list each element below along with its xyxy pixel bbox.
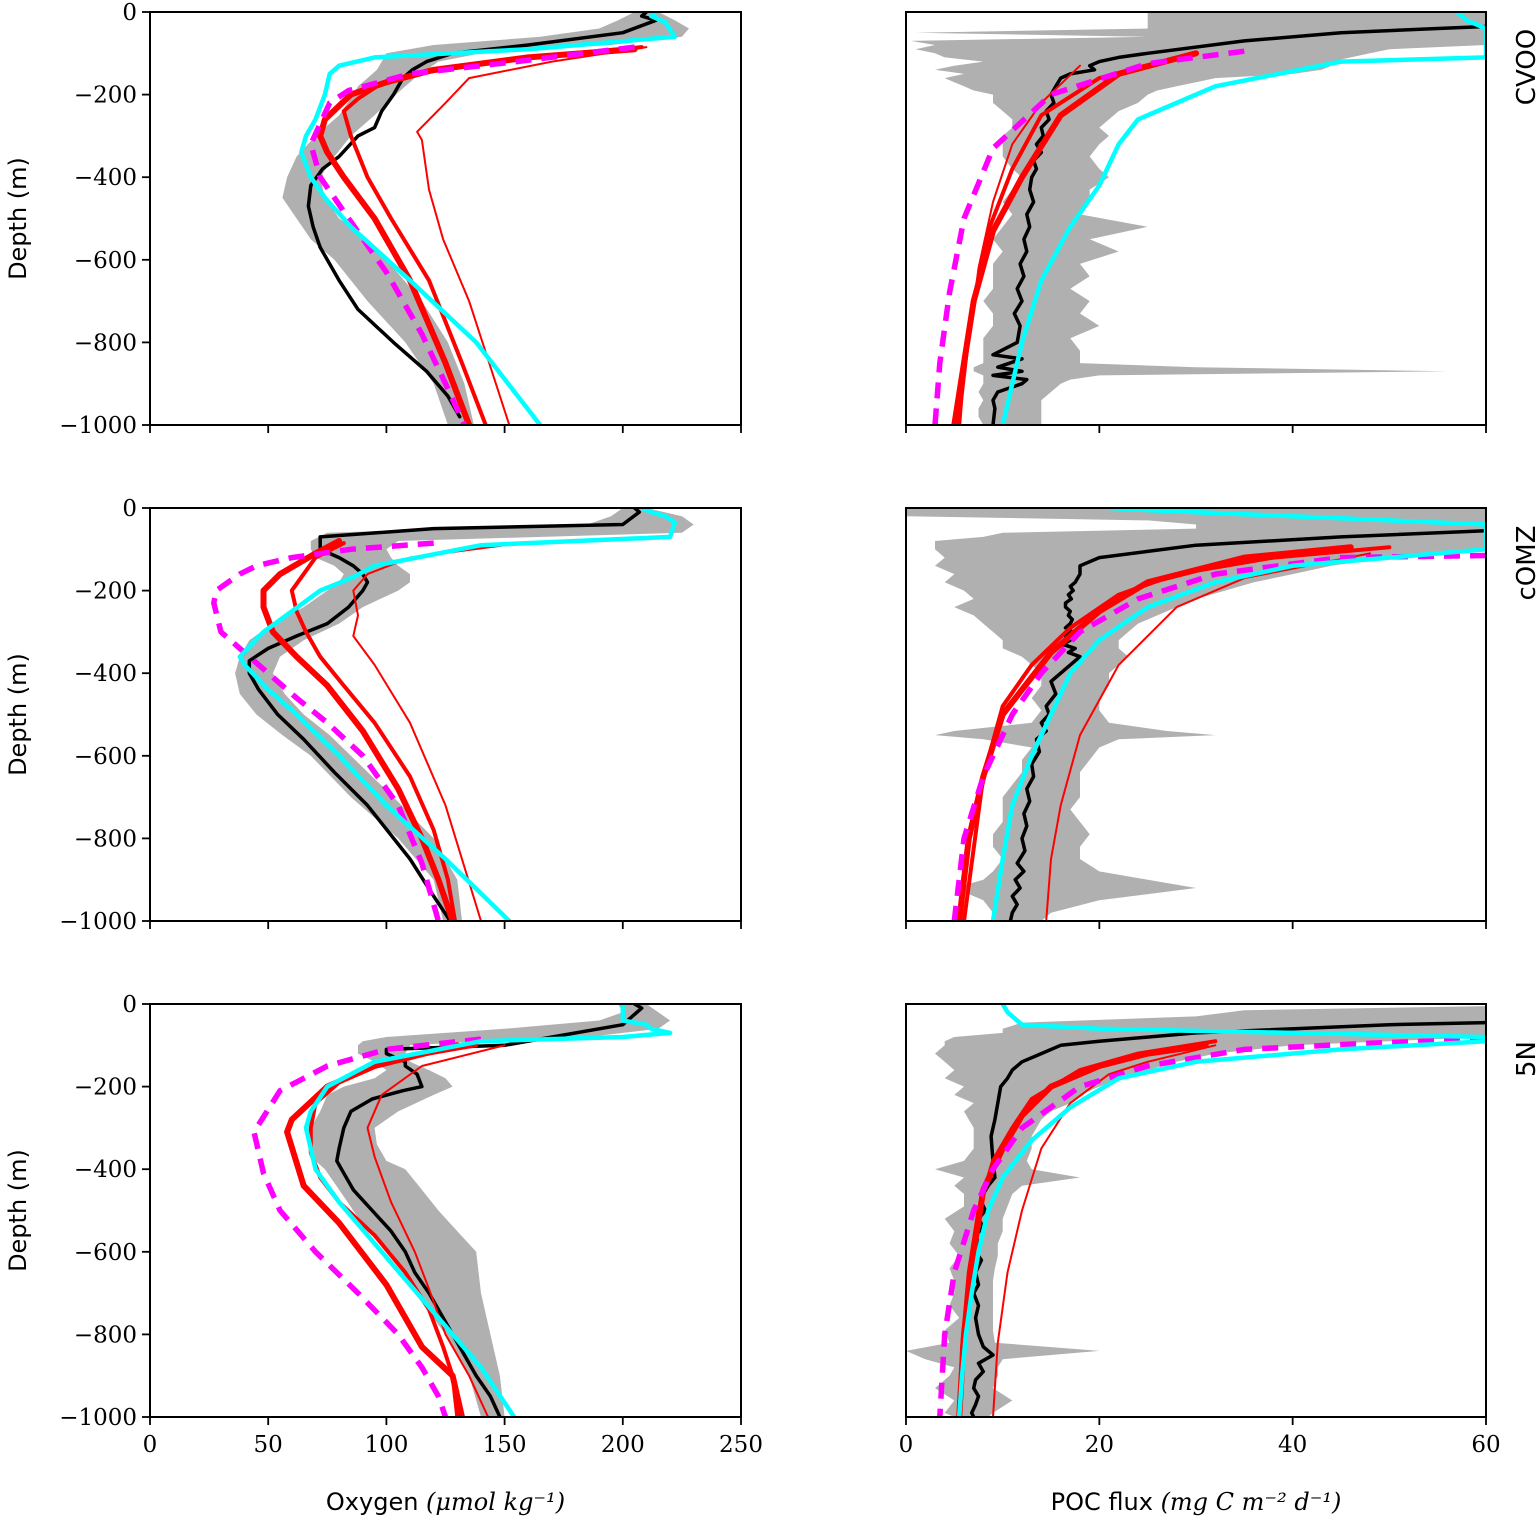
series-obs: [306, 12, 658, 419]
axes-frame: [149, 1003, 742, 1418]
y-tick-label: −800: [74, 330, 137, 356]
plot-area: [906, 508, 1486, 921]
panel-cvoo-poc: CVOO: [905, 11, 1540, 433]
panel-cvoo-oxygen: 0 −200 −400 −600 −800 −1000 Depth (m): [4, 0, 742, 439]
row-label: CVOO: [1512, 29, 1540, 105]
plot-area: [282, 12, 689, 425]
plot-area: [251, 1004, 673, 1417]
x-tick-label: 50: [254, 1432, 283, 1458]
panel-5n-oxygen: 0 −200 −400 −600 −800 −1000 Depth (m) 0 50 100 150…: [4, 992, 763, 1516]
series-red-mid: [962, 545, 1392, 921]
series-magenta: [251, 1036, 482, 1417]
series-magenta: [308, 44, 635, 425]
y-tick-label: −1000: [59, 1405, 137, 1431]
series-obs: [991, 24, 1486, 425]
series-red-thin: [416, 46, 648, 425]
x-axis-label-name: POC flux: [1051, 1488, 1161, 1516]
x-tick-label: 20: [1085, 1432, 1114, 1458]
axes-frame: [149, 507, 742, 922]
x-tick-label: 200: [601, 1432, 645, 1458]
y-tick-label: −200: [74, 579, 137, 605]
y-tick-label: −800: [74, 826, 137, 852]
y-tick-label: 0: [122, 496, 137, 522]
obs-range-band: [910, 12, 1486, 425]
series-cyan: [956, 1004, 1486, 1417]
series-red-mid: [957, 1039, 1218, 1417]
series-cyan: [237, 508, 678, 921]
obs-range-band: [235, 508, 694, 921]
series-magenta: [211, 540, 442, 921]
x-tick-label: 250: [719, 1432, 763, 1458]
series-cyan: [990, 508, 1486, 921]
y-tick-label: −800: [74, 1322, 137, 1348]
x-tick-label: 0: [899, 1432, 914, 1458]
x-axis-label-unit: (mg C m⁻² d⁻¹): [1161, 1488, 1342, 1516]
y-tick-label: −1000: [59, 909, 137, 935]
y-axis-label: Depth (m): [4, 1149, 32, 1272]
y-axis-label: Depth (m): [4, 653, 32, 776]
x-axis-label-name: Oxygen: [326, 1488, 426, 1516]
series-cyan: [303, 1004, 673, 1417]
x-tick-label: 150: [483, 1432, 527, 1458]
x-axis-label: Oxygen (μmol kg⁻¹): [326, 1488, 565, 1516]
plot-area: [906, 1004, 1486, 1417]
axes-frame: [905, 11, 1487, 426]
panel-5n-poc: 0 20 40 60 POC flux (mg C m⁻² d⁻¹) 5N: [899, 1003, 1540, 1516]
series-obs: [247, 508, 642, 921]
series-red-thick: [956, 544, 1354, 921]
series-red-thin: [352, 544, 506, 921]
y-tick-label: 0: [122, 992, 137, 1018]
row-label: 5N: [1512, 1041, 1540, 1077]
axes-frame: [149, 11, 742, 426]
obs-range-band: [906, 508, 1486, 921]
panel-comz-poc: cOMZ: [905, 507, 1540, 929]
x-tick-label: 60: [1471, 1432, 1500, 1458]
series-red-mid: [289, 541, 457, 921]
plot-area: [910, 12, 1486, 425]
y-tick-label: −400: [74, 661, 137, 687]
panel-comz-oxygen: 0 −200 −400 −600 −800 −1000 Depth (m): [4, 496, 742, 935]
x-tick-label: 0: [143, 1432, 158, 1458]
series-red-thin: [992, 1044, 1217, 1417]
series-cyan: [299, 12, 678, 425]
series-red-thin: [1045, 552, 1371, 921]
x-tick-label: 100: [364, 1432, 408, 1458]
row-label: cOMZ: [1512, 525, 1540, 600]
obs-range-band: [310, 1004, 671, 1417]
x-tick-label: 40: [1278, 1432, 1307, 1458]
series-magenta: [951, 552, 1486, 921]
x-axis-label-unit: (μmol kg⁻¹): [426, 1488, 565, 1516]
y-tick-label: −200: [74, 1075, 137, 1101]
y-tick-label: −200: [74, 83, 137, 109]
series-magenta: [937, 1036, 1486, 1417]
series-cyan: [1000, 12, 1486, 425]
series-obs: [1008, 528, 1486, 921]
plot-area: [211, 508, 694, 921]
axes-frame: [905, 507, 1487, 922]
axes-frame: [905, 1003, 1487, 1418]
y-tick-label: −1000: [59, 413, 137, 439]
series-red-thin: [366, 1044, 506, 1417]
series-obs: [335, 1004, 644, 1417]
x-axis-label: POC flux (mg C m⁻² d⁻¹): [1051, 1488, 1342, 1516]
y-tick-label: −600: [74, 248, 137, 274]
y-tick-label: 0: [122, 0, 137, 26]
y-tick-label: −400: [74, 165, 137, 191]
y-tick-label: −600: [74, 744, 137, 770]
series-red-mid: [341, 45, 644, 425]
series-magenta: [932, 48, 1245, 425]
y-axis-label: Depth (m): [4, 157, 32, 280]
y-tick-label: −600: [74, 1240, 137, 1266]
y-tick-label: −400: [74, 1157, 137, 1183]
